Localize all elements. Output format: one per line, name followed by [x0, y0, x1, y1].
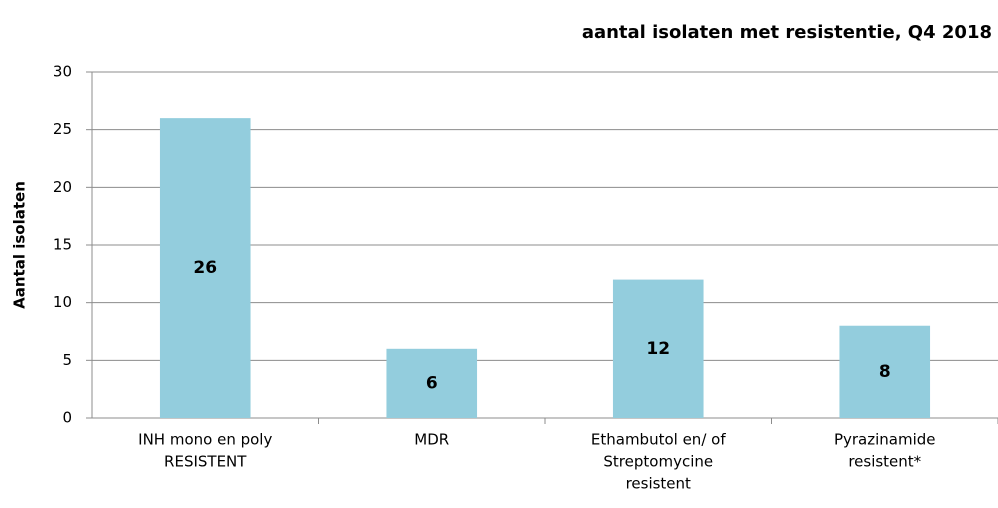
bar [612, 279, 704, 418]
y-tick-label: 20 [53, 178, 72, 196]
x-tick-label: Streptomycine [603, 453, 713, 471]
data-label: 12 [646, 339, 670, 359]
y-tick-label: 0 [62, 409, 72, 427]
x-tick-label: Ethambutol en/ of [591, 431, 726, 449]
y-tick-label: 10 [53, 293, 72, 311]
data-label: 6 [426, 373, 438, 393]
x-tick-label: resistent [626, 475, 691, 493]
data-label: 26 [193, 258, 217, 278]
bar [386, 348, 478, 418]
y-tick-label: 25 [53, 120, 72, 138]
bar [839, 325, 931, 418]
chart-title: aantal isolaten met resistentie, Q4 2018 [582, 22, 992, 43]
x-tick-label: INH mono en poly [138, 431, 272, 449]
y-tick-label: 15 [53, 236, 72, 254]
y-tick-label: 30 [53, 63, 72, 81]
x-tick-label: resistent* [848, 453, 921, 471]
x-tick-label: MDR [414, 431, 449, 449]
data-label: 8 [879, 362, 891, 382]
y-tick-label: 5 [62, 351, 72, 369]
x-tick-label: RESISTENT [164, 453, 247, 471]
bar [159, 118, 251, 418]
y-axis-label: Aantal isolaten [11, 181, 29, 309]
x-tick-label: Pyrazinamide [834, 431, 936, 449]
